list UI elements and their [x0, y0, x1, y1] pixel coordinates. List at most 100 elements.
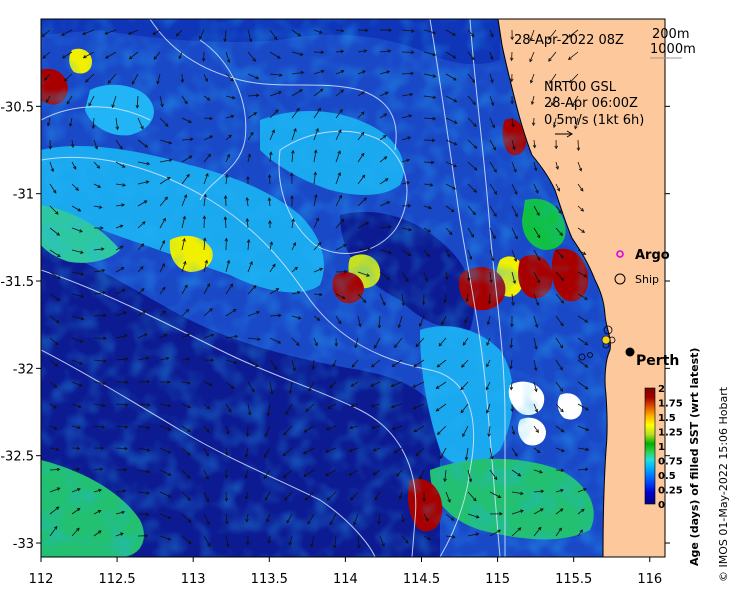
current-arrow — [115, 490, 126, 493]
current-arrow-head — [357, 544, 361, 549]
current-arrow-head — [231, 95, 236, 100]
current-arrow — [49, 161, 54, 172]
current-arrow — [533, 183, 539, 194]
current-arrow — [488, 425, 491, 437]
current-arrow — [577, 139, 579, 151]
current-arrow — [181, 333, 190, 339]
current-arrow — [465, 447, 469, 460]
current-arrow-head — [475, 515, 480, 519]
current-arrow — [269, 73, 282, 76]
current-arrow-head — [187, 497, 191, 501]
current-arrow — [445, 513, 455, 521]
current-arrow-head — [388, 250, 393, 254]
current-arrow — [313, 88, 324, 97]
current-arrow-head — [567, 34, 572, 38]
current-arrow-head — [46, 122, 51, 127]
current-arrow-head — [374, 344, 378, 349]
current-arrow — [488, 293, 491, 304]
current-arrow — [445, 227, 453, 235]
current-arrow — [326, 491, 337, 501]
current-arrow — [489, 447, 493, 459]
current-arrow — [335, 70, 344, 75]
current-arrow-head — [360, 152, 365, 157]
current-arrow-head — [50, 168, 55, 173]
current-arrow — [533, 359, 537, 371]
current-arrow — [511, 249, 517, 262]
current-arrow — [353, 513, 359, 525]
current-arrow-head — [493, 190, 498, 195]
current-arrow — [577, 425, 589, 431]
current-arrow — [577, 249, 586, 255]
current-arrow-head — [583, 488, 587, 492]
current-arrow — [181, 261, 186, 273]
current-arrow-head — [55, 506, 60, 510]
current-arrow-head — [413, 428, 418, 433]
current-arrow-head — [462, 342, 467, 346]
current-arrow — [334, 535, 337, 548]
current-arrow — [181, 425, 191, 432]
current-arrow — [577, 315, 588, 323]
current-arrow-head — [358, 323, 362, 328]
current-arrow-head — [146, 448, 151, 452]
current-arrow-head — [530, 101, 535, 106]
current-arrow-head — [320, 50, 325, 55]
current-arrow — [460, 381, 469, 390]
current-arrow — [159, 159, 172, 163]
current-arrow-head — [121, 203, 126, 207]
current-arrow — [391, 359, 403, 367]
current-arrow — [225, 425, 229, 435]
current-arrow-head — [473, 189, 477, 193]
current-arrow — [181, 174, 190, 185]
current-arrow — [291, 108, 300, 119]
current-arrow-head — [226, 59, 231, 64]
current-arrow-head — [317, 107, 321, 112]
current-arrow — [467, 139, 477, 149]
current-arrow-head — [567, 56, 572, 61]
current-arrow-head — [432, 30, 437, 35]
current-arrow-head — [445, 276, 449, 281]
current-arrow — [159, 357, 169, 361]
current-arrow — [357, 248, 370, 251]
current-arrow — [152, 29, 161, 35]
current-arrow — [555, 205, 562, 214]
current-arrow-head — [350, 403, 355, 408]
current-arrow-head — [532, 144, 537, 149]
current-arrow-head — [510, 408, 514, 413]
current-arrow-head — [471, 56, 475, 61]
current-arrow — [313, 194, 317, 207]
current-arrow-head — [288, 541, 292, 546]
current-arrow-head — [310, 543, 314, 548]
current-arrow-head — [202, 215, 207, 220]
current-arrow-head — [122, 183, 127, 187]
current-arrow-head — [472, 101, 476, 106]
current-arrow — [379, 113, 387, 119]
current-arrow-head — [205, 172, 209, 177]
current-arrow-head — [377, 324, 382, 329]
current-arrow — [137, 221, 146, 229]
current-arrow-head — [353, 521, 357, 526]
current-arrow-head — [77, 425, 82, 430]
current-arrow — [533, 381, 537, 392]
current-arrow-head — [245, 433, 250, 438]
current-arrow — [401, 72, 414, 75]
current-arrow-head — [493, 168, 497, 173]
current-arrow-head — [205, 452, 209, 457]
current-arrow — [115, 204, 125, 207]
current-arrow-head — [267, 540, 271, 544]
current-arrow — [49, 425, 58, 430]
current-arrow — [71, 249, 84, 254]
current-arrow-head — [248, 38, 253, 43]
current-arrow — [137, 161, 150, 165]
current-arrow — [467, 29, 475, 37]
argo-float — [601, 335, 611, 345]
current-arrow-head — [244, 454, 249, 458]
current-arrow-head — [372, 472, 377, 476]
current-arrow-head — [97, 530, 102, 534]
current-arrow — [115, 139, 123, 150]
current-arrow — [467, 95, 476, 105]
current-arrow — [312, 359, 315, 370]
current-arrow-head — [42, 55, 46, 59]
current-arrow-head — [266, 412, 271, 417]
current-arrow — [284, 491, 293, 501]
current-arrow-head — [282, 474, 287, 479]
